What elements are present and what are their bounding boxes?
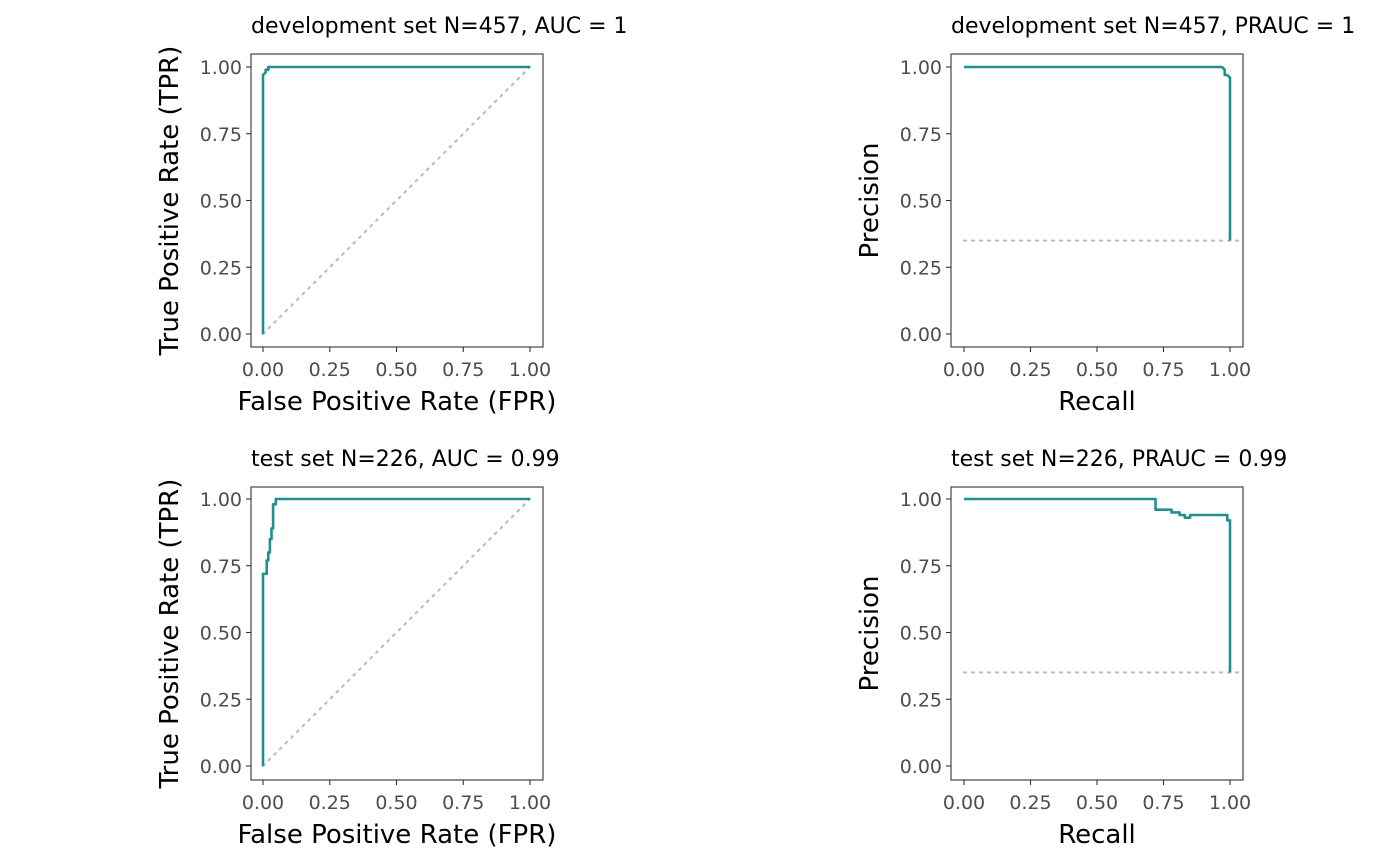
x-tick-label: 0.00 bbox=[242, 792, 284, 814]
x-tick-label: 0.50 bbox=[1076, 792, 1118, 814]
y-tick-label: 0.75 bbox=[200, 556, 242, 578]
y-axis-title: Precision bbox=[855, 142, 885, 258]
y-tick-label: 1.00 bbox=[200, 57, 242, 79]
panel-4: test set N=226, PRAUC = 0.99 0.00 0.25 0.50… bbox=[855, 447, 1287, 850]
y-tick-label: 0.00 bbox=[200, 324, 242, 346]
x-tick-label: 0.50 bbox=[1076, 359, 1118, 381]
x-tick-label: 0.25 bbox=[309, 792, 351, 814]
series-line-1 bbox=[964, 65, 1232, 241]
panel-3: test set N=226, AUC = 0.99 0.00 0.25 0.50 0.… bbox=[155, 447, 560, 850]
x-tick-label: 0.25 bbox=[1009, 792, 1051, 814]
y-axis-title: Precision bbox=[855, 575, 885, 691]
x-axis-title: Recall bbox=[1058, 820, 1136, 850]
y-tick-label: 1.00 bbox=[200, 489, 242, 511]
y-tick-label: 0.25 bbox=[200, 689, 242, 711]
x-axis-title: False Positive Rate (FPR) bbox=[238, 820, 557, 850]
y-tick-label: 0.75 bbox=[900, 556, 942, 578]
x-tick-label: 0.25 bbox=[1009, 359, 1051, 381]
y-tick-label: 0.25 bbox=[200, 257, 242, 279]
y-tick-label: 0.50 bbox=[200, 191, 242, 213]
series-line-1 bbox=[964, 497, 1232, 673]
x-tick-label: 0.75 bbox=[442, 792, 484, 814]
panel-border bbox=[250, 53, 544, 348]
x-tick-label: 1.00 bbox=[509, 792, 551, 814]
x-tick-label: 0.50 bbox=[375, 359, 417, 381]
y-tick-label: 0.50 bbox=[200, 623, 242, 645]
panel-title: development set N=457, PRAUC = 1 bbox=[951, 14, 1355, 39]
panel-border bbox=[950, 53, 1244, 348]
x-tick-label: 0.25 bbox=[309, 359, 351, 381]
panel-border bbox=[250, 486, 544, 781]
x-tick-label: 1.00 bbox=[1209, 359, 1251, 381]
y-tick-label: 0.75 bbox=[900, 124, 942, 146]
x-tick-label: 1.00 bbox=[1209, 792, 1251, 814]
y-tick-label: 1.00 bbox=[900, 489, 942, 511]
y-tick-label: 0.25 bbox=[900, 689, 942, 711]
x-tick-label: 0.75 bbox=[1142, 792, 1184, 814]
y-tick-label: 0.25 bbox=[900, 257, 942, 279]
panel-border bbox=[950, 486, 1244, 781]
y-tick-label: 0.75 bbox=[200, 124, 242, 146]
x-axis-title: Recall bbox=[1058, 387, 1136, 417]
y-axis-title: True Positive Rate (TPR) bbox=[155, 479, 185, 790]
y-tick-label: 0.50 bbox=[900, 623, 942, 645]
reference-line bbox=[261, 497, 532, 768]
series-line-1 bbox=[261, 497, 530, 766]
panel-title: development set N=457, AUC = 1 bbox=[251, 14, 628, 39]
y-tick-label: 0.00 bbox=[900, 756, 942, 778]
panel-2: development set N=457, PRAUC = 1 0.00 0.25… bbox=[855, 14, 1355, 417]
panel-1: development set N=457, AUC = 1 0.00 0.25 0.… bbox=[155, 14, 628, 417]
x-tick-label: 1.00 bbox=[509, 359, 551, 381]
x-tick-label: 0.50 bbox=[375, 792, 417, 814]
x-tick-label: 0.75 bbox=[442, 359, 484, 381]
y-tick-label: 0.00 bbox=[200, 756, 242, 778]
series-line-1 bbox=[261, 65, 530, 334]
panel-title: test set N=226, AUC = 0.99 bbox=[251, 447, 560, 472]
y-tick-label: 1.00 bbox=[900, 57, 942, 79]
x-tick-label: 0.75 bbox=[1142, 359, 1184, 381]
panel-title: test set N=226, PRAUC = 0.99 bbox=[951, 447, 1287, 472]
x-tick-label: 0.00 bbox=[943, 792, 985, 814]
x-tick-label: 0.00 bbox=[943, 359, 985, 381]
y-tick-label: 0.50 bbox=[900, 191, 942, 213]
reference-line bbox=[261, 65, 532, 336]
x-axis-title: False Positive Rate (FPR) bbox=[238, 387, 557, 417]
y-tick-label: 0.00 bbox=[900, 324, 942, 346]
x-tick-label: 0.00 bbox=[242, 359, 284, 381]
y-axis-title: True Positive Rate (TPR) bbox=[155, 46, 185, 357]
